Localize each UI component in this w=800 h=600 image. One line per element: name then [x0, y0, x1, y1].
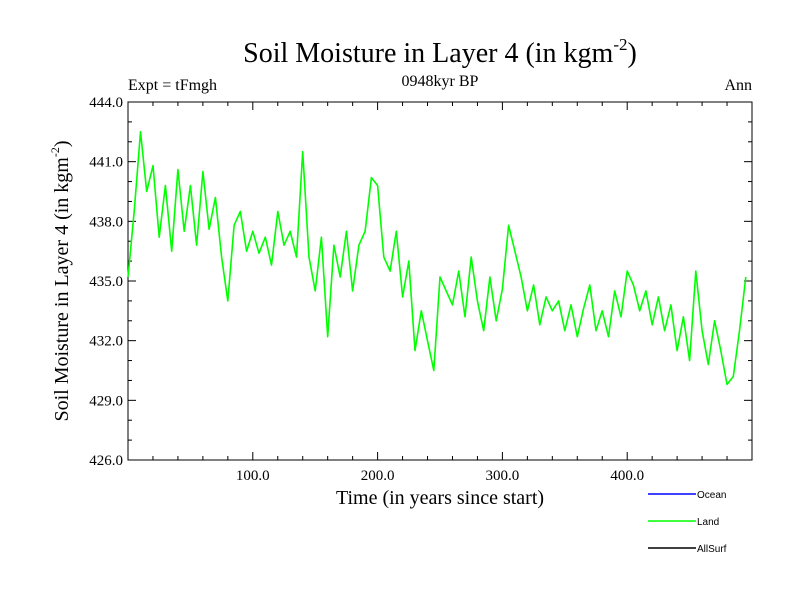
subtitle-right: Ann	[724, 77, 752, 94]
x-axis-label: Time (in years since start)	[336, 487, 544, 509]
x-tick-label: 400.0	[610, 468, 644, 484]
y-tick-label: 435.0	[89, 274, 123, 290]
subtitle-left: Expt = tFmgh	[128, 77, 217, 94]
y-tick-label: 438.0	[89, 214, 123, 230]
y-tick-label: 426.0	[89, 453, 123, 469]
y-axis-label-close: )	[51, 140, 73, 147]
y-tick-label: 432.0	[89, 334, 123, 350]
x-axis: 100.0 200.0 300.0 400.0	[152, 102, 728, 484]
y-axis-label: Soil Moisture in Layer 4 (in kgm-2)	[48, 140, 73, 421]
legend-label-ocean: Ocean	[697, 490, 726, 501]
y-tick-label: 429.0	[89, 393, 123, 409]
chart-title-close: )	[628, 38, 637, 69]
y-axis: 426.0 429.0 432.0 435.0 438.0 441.0 444.0	[89, 95, 752, 469]
x-tick-label: 100.0	[236, 468, 270, 484]
chart-title: Soil Moisture in Layer 4 (in kgm-2)	[243, 35, 637, 69]
legend-label-allsurf: AllSurf	[697, 544, 727, 555]
y-tick-label: 444.0	[89, 95, 123, 111]
x-tick-label: 300.0	[486, 468, 520, 484]
y-tick-label: 441.0	[89, 155, 123, 171]
subtitle-center: 0948kyr BP	[402, 73, 479, 90]
series-line-land	[127, 131, 747, 386]
chart-title-superscript: -2	[613, 35, 627, 54]
x-tick-label: 200.0	[361, 468, 395, 484]
legend: Ocean Land AllSurf	[648, 490, 727, 555]
legend-label-land: Land	[697, 517, 719, 528]
series-layer	[127, 131, 747, 386]
y-axis-label-superscript: -2	[48, 147, 62, 157]
